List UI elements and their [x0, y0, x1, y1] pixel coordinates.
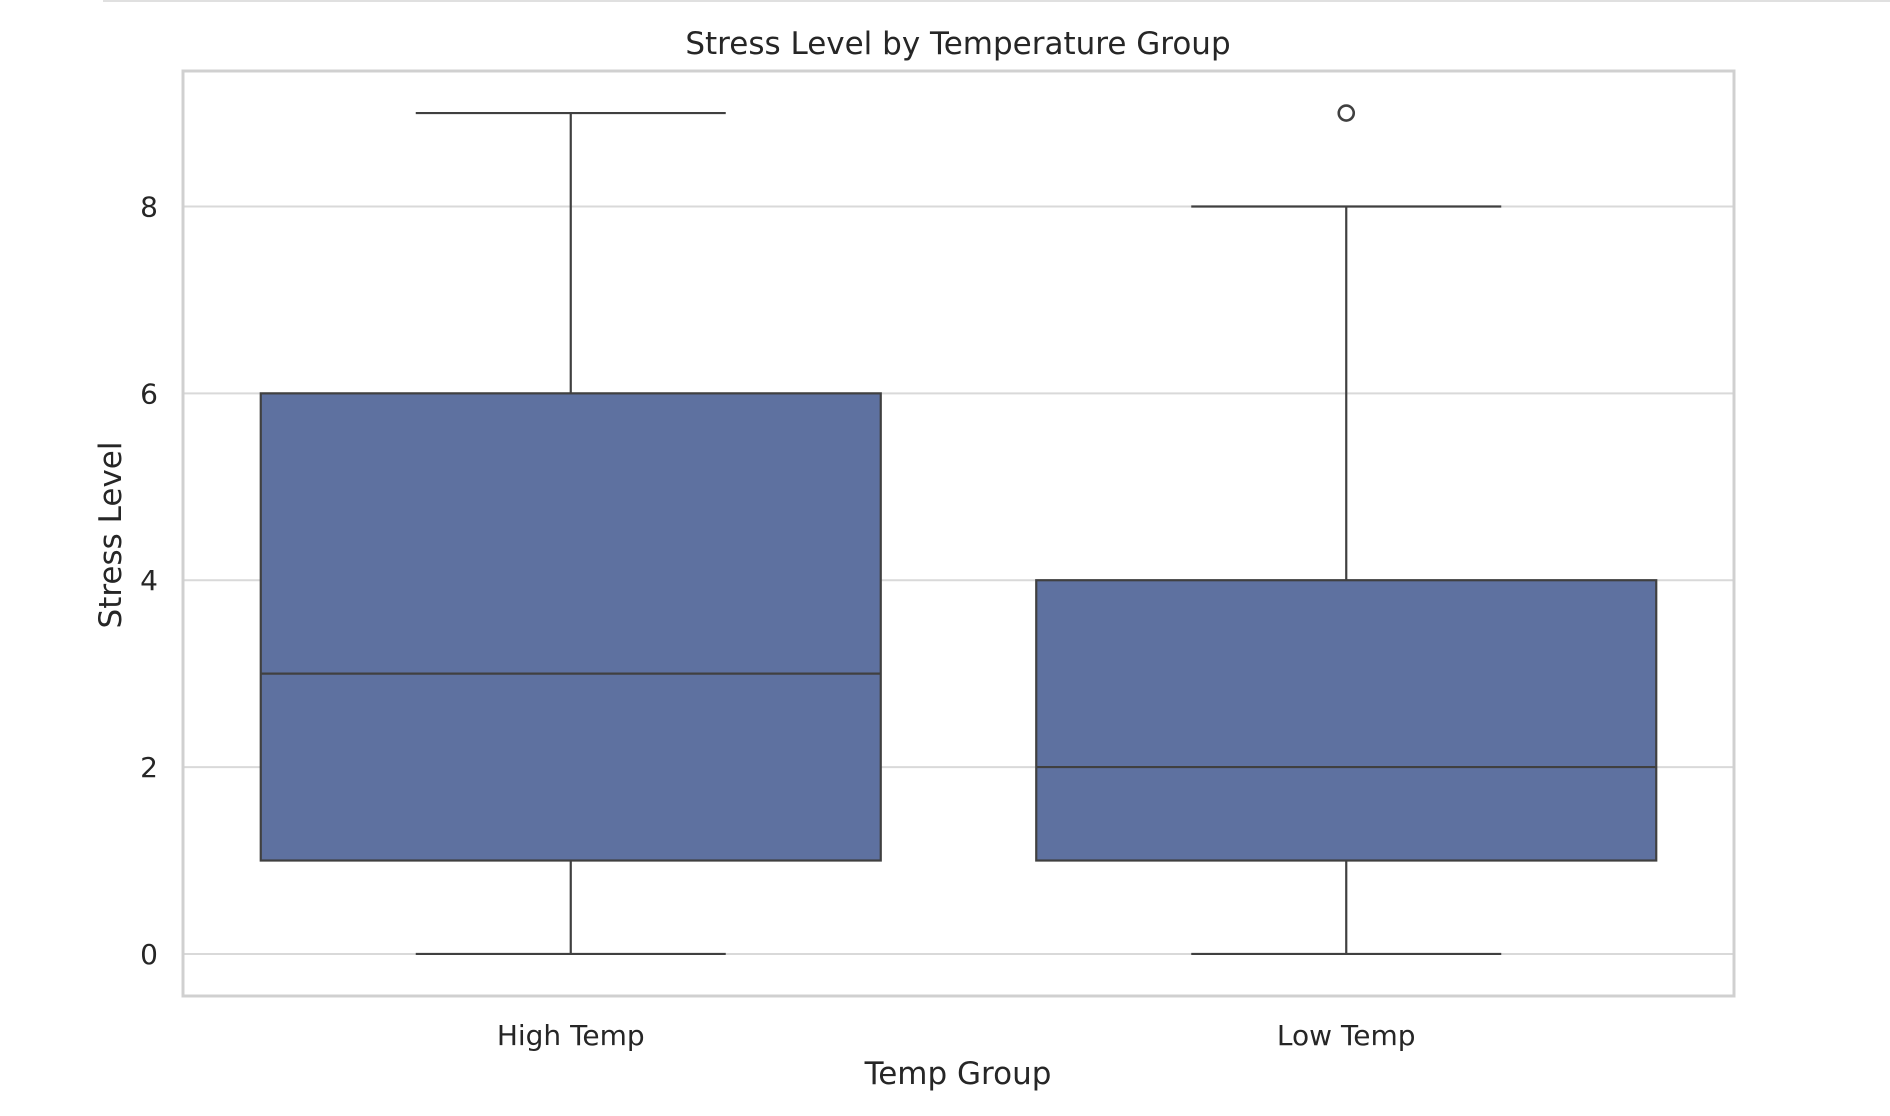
y-tick-label: 8 — [140, 190, 158, 223]
x-tick-label: High Temp — [497, 1019, 645, 1052]
plot-frame — [181, 69, 1736, 998]
box-iqr — [259, 392, 882, 862]
y-tick-label: 4 — [140, 564, 158, 597]
y-tick-labels: 0 2 4 6 8 — [140, 190, 158, 970]
x-tick-label: Low Temp — [1277, 1019, 1416, 1052]
chart-title: Stress Level by Temperature Group — [685, 26, 1230, 62]
y-tick-label: 2 — [140, 751, 158, 784]
box-series — [259, 104, 1658, 956]
y-axis-label: Stress Level — [93, 442, 129, 629]
x-tick-labels: High Temp Low Temp — [497, 1019, 1416, 1052]
outlier-point — [1337, 104, 1356, 122]
y-tick-label: 6 — [140, 377, 158, 410]
box-group — [1035, 104, 1658, 956]
box-iqr — [1035, 579, 1658, 862]
x-axis-label: Temp Group — [864, 1056, 1052, 1092]
y-tick-label: 0 — [140, 938, 158, 971]
box-group — [259, 111, 882, 956]
